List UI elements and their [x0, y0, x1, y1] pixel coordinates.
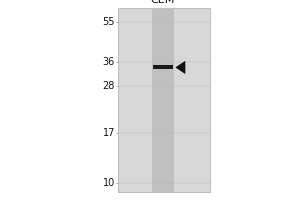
Bar	[118, 8, 210, 192]
Text: 28: 28	[103, 81, 115, 91]
Text: 36: 36	[103, 57, 115, 67]
Text: 17: 17	[103, 128, 115, 138]
Text: CEM: CEM	[151, 0, 175, 5]
Polygon shape	[176, 61, 185, 73]
Bar	[153, 65, 173, 69]
Bar	[152, 8, 174, 192]
Text: 10: 10	[103, 178, 115, 188]
Text: 55: 55	[103, 17, 115, 27]
